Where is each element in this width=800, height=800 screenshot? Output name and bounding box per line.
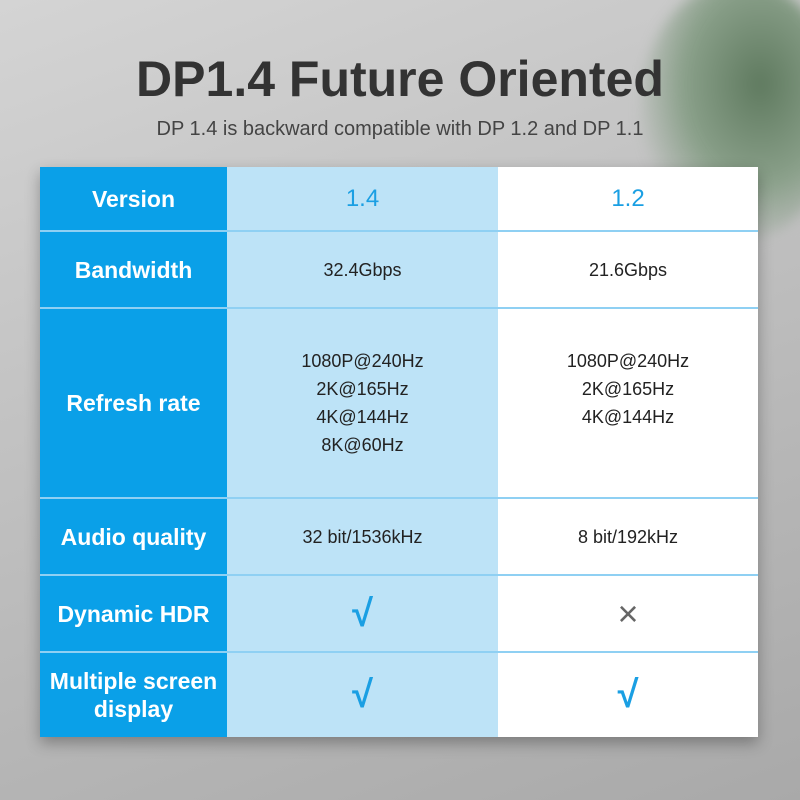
check-icon: √	[227, 576, 498, 651]
refresh-rate-item: 2K@165Hz	[316, 379, 409, 399]
dp12-refresh-rate: 1080P@240Hz 2K@165Hz 4K@144Hz	[498, 309, 758, 497]
row-label: Version	[40, 167, 227, 230]
page-title: DP1.4 Future Oriented	[136, 51, 664, 107]
comparison-table: Version 1.4 1.2 Bandwidth 32.4Gbps 21.6G…	[40, 167, 758, 737]
dp12-version: 1.2	[498, 167, 758, 230]
table-row-audio-quality: Audio quality 32 bit/1536kHz 8 bit/192kH…	[40, 499, 758, 576]
row-label: Dynamic HDR	[40, 576, 227, 651]
check-icon: √	[498, 653, 758, 737]
dp14-audio: 32 bit/1536kHz	[227, 499, 498, 574]
refresh-rate-item: 1080P@240Hz	[566, 351, 690, 371]
refresh-rate-item: 1080P@240Hz	[301, 351, 424, 371]
row-label: Multiple screen display	[40, 653, 227, 737]
dp14-version: 1.4	[227, 167, 498, 230]
refresh-rate-item: 4K@144Hz	[581, 407, 675, 427]
refresh-rate-item: 2K@165Hz	[581, 379, 675, 399]
row-label: Audio quality	[40, 499, 227, 574]
table-row-bandwidth: Bandwidth 32.4Gbps 21.6Gbps	[40, 232, 758, 309]
dp14-refresh-rate: 1080P@240Hz 2K@165Hz 4K@144Hz 8K@60Hz	[227, 309, 498, 497]
page-subtitle: DP 1.4 is backward compatible with DP 1.…	[156, 118, 644, 140]
refresh-rate-item: 8K@60Hz	[321, 435, 404, 455]
table-row-dynamic-hdr: Dynamic HDR √ ×	[40, 576, 758, 653]
dp12-audio: 8 bit/192kHz	[498, 499, 758, 574]
refresh-rate-item: 4K@144Hz	[316, 407, 409, 427]
table-row-version: Version 1.4 1.2	[40, 167, 758, 232]
table-row-multiple-screen: Multiple screen display √ √	[40, 653, 758, 737]
table-row-refresh-rate: Refresh rate 1080P@240Hz 2K@165Hz 4K@144…	[40, 309, 758, 499]
dp12-bandwidth: 21.6Gbps	[498, 232, 758, 307]
check-icon: √	[227, 653, 498, 737]
row-label: Refresh rate	[40, 309, 227, 497]
dp14-bandwidth: 32.4Gbps	[227, 232, 498, 307]
cross-icon: ×	[498, 576, 758, 651]
row-label: Bandwidth	[40, 232, 227, 307]
